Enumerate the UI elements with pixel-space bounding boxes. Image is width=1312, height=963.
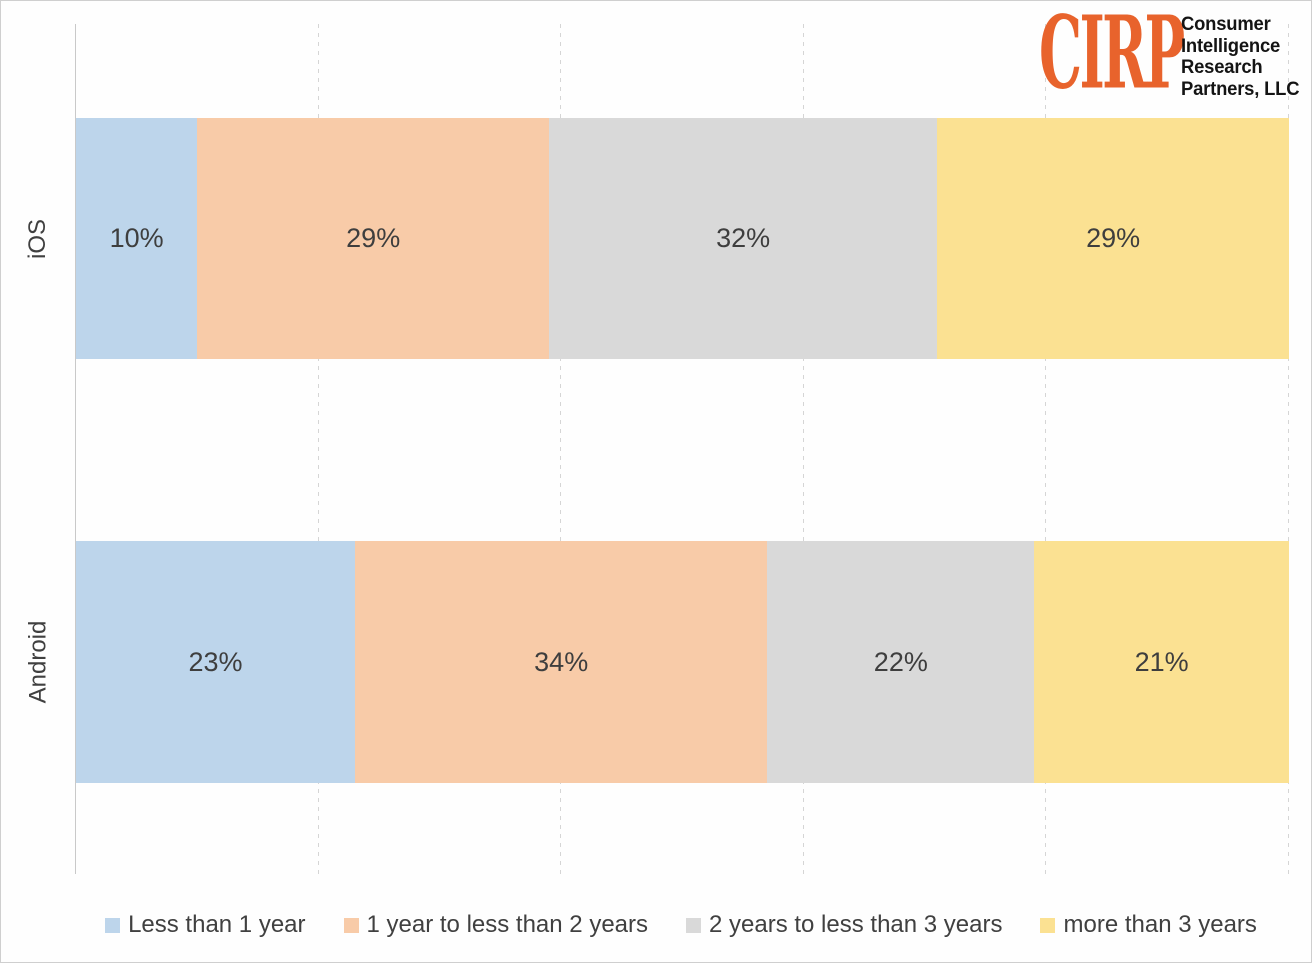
data-label: 22% — [873, 646, 928, 677]
data-label: 34% — [534, 646, 589, 677]
bar-segment: 10% — [76, 118, 198, 359]
data-label: 21% — [1134, 646, 1189, 677]
category-label-ios: iOS — [5, 118, 71, 359]
legend-swatch-icon — [343, 917, 359, 933]
gridline-100pct — [1288, 24, 1289, 874]
legend-item: 2 years to less than 3 years — [686, 911, 1002, 939]
logo-text-line: Partners, LLC — [1181, 78, 1300, 100]
category-label-android: Android — [5, 541, 71, 783]
bar-segment: 29% — [937, 118, 1289, 359]
data-label: 23% — [188, 646, 243, 677]
data-label: 29% — [1086, 223, 1141, 253]
legend-item: more than 3 years — [1040, 911, 1257, 939]
data-label: 10% — [109, 223, 164, 253]
legend-label: 2 years to less than 3 years — [709, 911, 1003, 938]
category-label-text: iOS — [23, 218, 51, 259]
data-label: 32% — [716, 223, 771, 253]
bar-segment: 32% — [549, 118, 938, 359]
legend-item: Less than 1 year — [105, 911, 306, 939]
bar-segment: 21% — [1034, 541, 1289, 783]
logo-text-line: Research — [1181, 57, 1263, 78]
logo-text-line: Consumer — [1181, 14, 1271, 35]
data-label: 29% — [346, 223, 401, 253]
legend-item: 1 year to less than 2 years — [343, 911, 648, 939]
legend-swatch-icon — [686, 917, 701, 933]
bar-segment: 34% — [354, 541, 768, 783]
cirp-logo-mark: CIRP — [1039, 0, 1185, 112]
gridline-60pct — [802, 24, 804, 874]
logo-text-line: Intelligence — [1181, 35, 1281, 57]
legend: Less than 1 year 1 year to less than 2 ye… — [61, 904, 1301, 946]
y-axis-line — [75, 24, 76, 874]
bar-segment: 29% — [197, 118, 550, 359]
category-label-text: Android — [24, 620, 52, 704]
bar-row-ios: 10% 29% 32% 29% — [76, 118, 1289, 359]
gridline-80pct — [1045, 24, 1047, 874]
gridline-40pct — [560, 24, 562, 874]
legend-label: Less than 1 year — [128, 911, 306, 938]
bar-segment: 22% — [767, 541, 1035, 783]
legend-swatch-icon — [105, 917, 121, 933]
bar-row-android: 23% 34% 22% 21% — [76, 541, 1289, 783]
bar-segment: 23% — [76, 541, 355, 783]
cirp-logo-text: Consumer Intelligence Research Partners,… — [1181, 14, 1300, 100]
legend-label: more than 3 years — [1063, 911, 1257, 938]
gridline-20pct — [317, 24, 319, 874]
legend-swatch-icon — [1040, 917, 1056, 933]
plot-area — [76, 24, 1289, 874]
legend-label: 1 year to less than 2 years — [366, 911, 648, 938]
